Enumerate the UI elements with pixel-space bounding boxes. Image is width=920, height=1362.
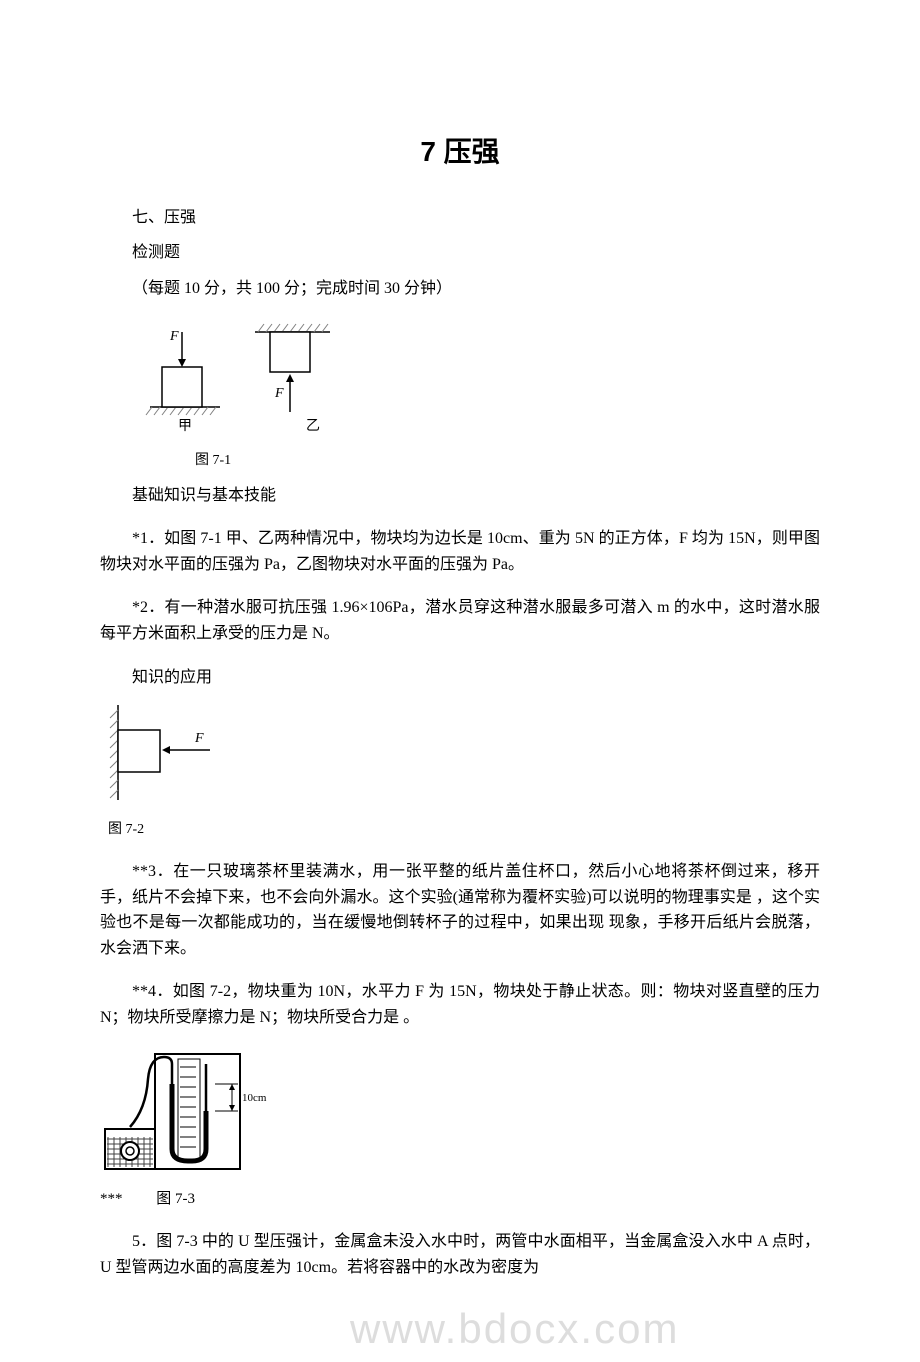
question-2: *2．有一种潜水服可抗压强 1.96×106Pa，潜水员穿这种潜水服最多可潜入 … bbox=[100, 595, 820, 646]
svg-text:F: F bbox=[194, 731, 204, 746]
svg-text:乙: 乙 bbox=[306, 418, 320, 434]
svg-text:甲: 甲 bbox=[178, 419, 192, 434]
test-label: 检测题 bbox=[100, 240, 820, 266]
figure-7-3-prefix: *** bbox=[100, 1191, 123, 1207]
test-info: （每题 10 分，共 100 分；完成时间 30 分钟） bbox=[100, 276, 820, 302]
figure-7-1: F 甲 F 乙 图 7-1 bbox=[140, 312, 820, 473]
question-5: 5．图 7-3 中的 U 型压强计，金属盒未没入水中时，两管中水面相平，当金属盒… bbox=[100, 1229, 820, 1280]
figure-7-2-caption: 图 7-2 bbox=[100, 819, 200, 841]
heading-application: 知识的应用 bbox=[100, 665, 820, 691]
heading-basic: 基础知识与基本技能 bbox=[100, 483, 820, 509]
svg-text:10cm: 10cm bbox=[242, 1092, 267, 1104]
question-3: **3．在一只玻璃茶杯里装满水，用一张平整的纸片盖住杯口，然后小心地将茶杯倒过来… bbox=[100, 859, 820, 961]
page-title: 7 压强 bbox=[100, 130, 820, 175]
svg-text:F: F bbox=[169, 329, 179, 344]
chapter-label: 七、压强 bbox=[100, 205, 820, 231]
question-4: **4．如图 7-2，物块重为 10N，水平力 F 为 15N，物块处于静止状态… bbox=[100, 979, 820, 1030]
figure-7-2: F 图 7-2 bbox=[100, 700, 820, 841]
figure-7-3-caption: 图 7-3 bbox=[156, 1191, 195, 1207]
svg-text:F: F bbox=[274, 386, 284, 401]
figure-7-3: 10cm *** 图 7-3 bbox=[100, 1049, 820, 1212]
figure-7-1-caption: 图 7-1 bbox=[140, 450, 340, 472]
question-1: *1．如图 7-1 甲、乙两种情况中，物块均为边长是 10cm、重为 5N 的正… bbox=[100, 526, 820, 577]
watermark: www.bdocx.com bbox=[350, 1295, 679, 1362]
